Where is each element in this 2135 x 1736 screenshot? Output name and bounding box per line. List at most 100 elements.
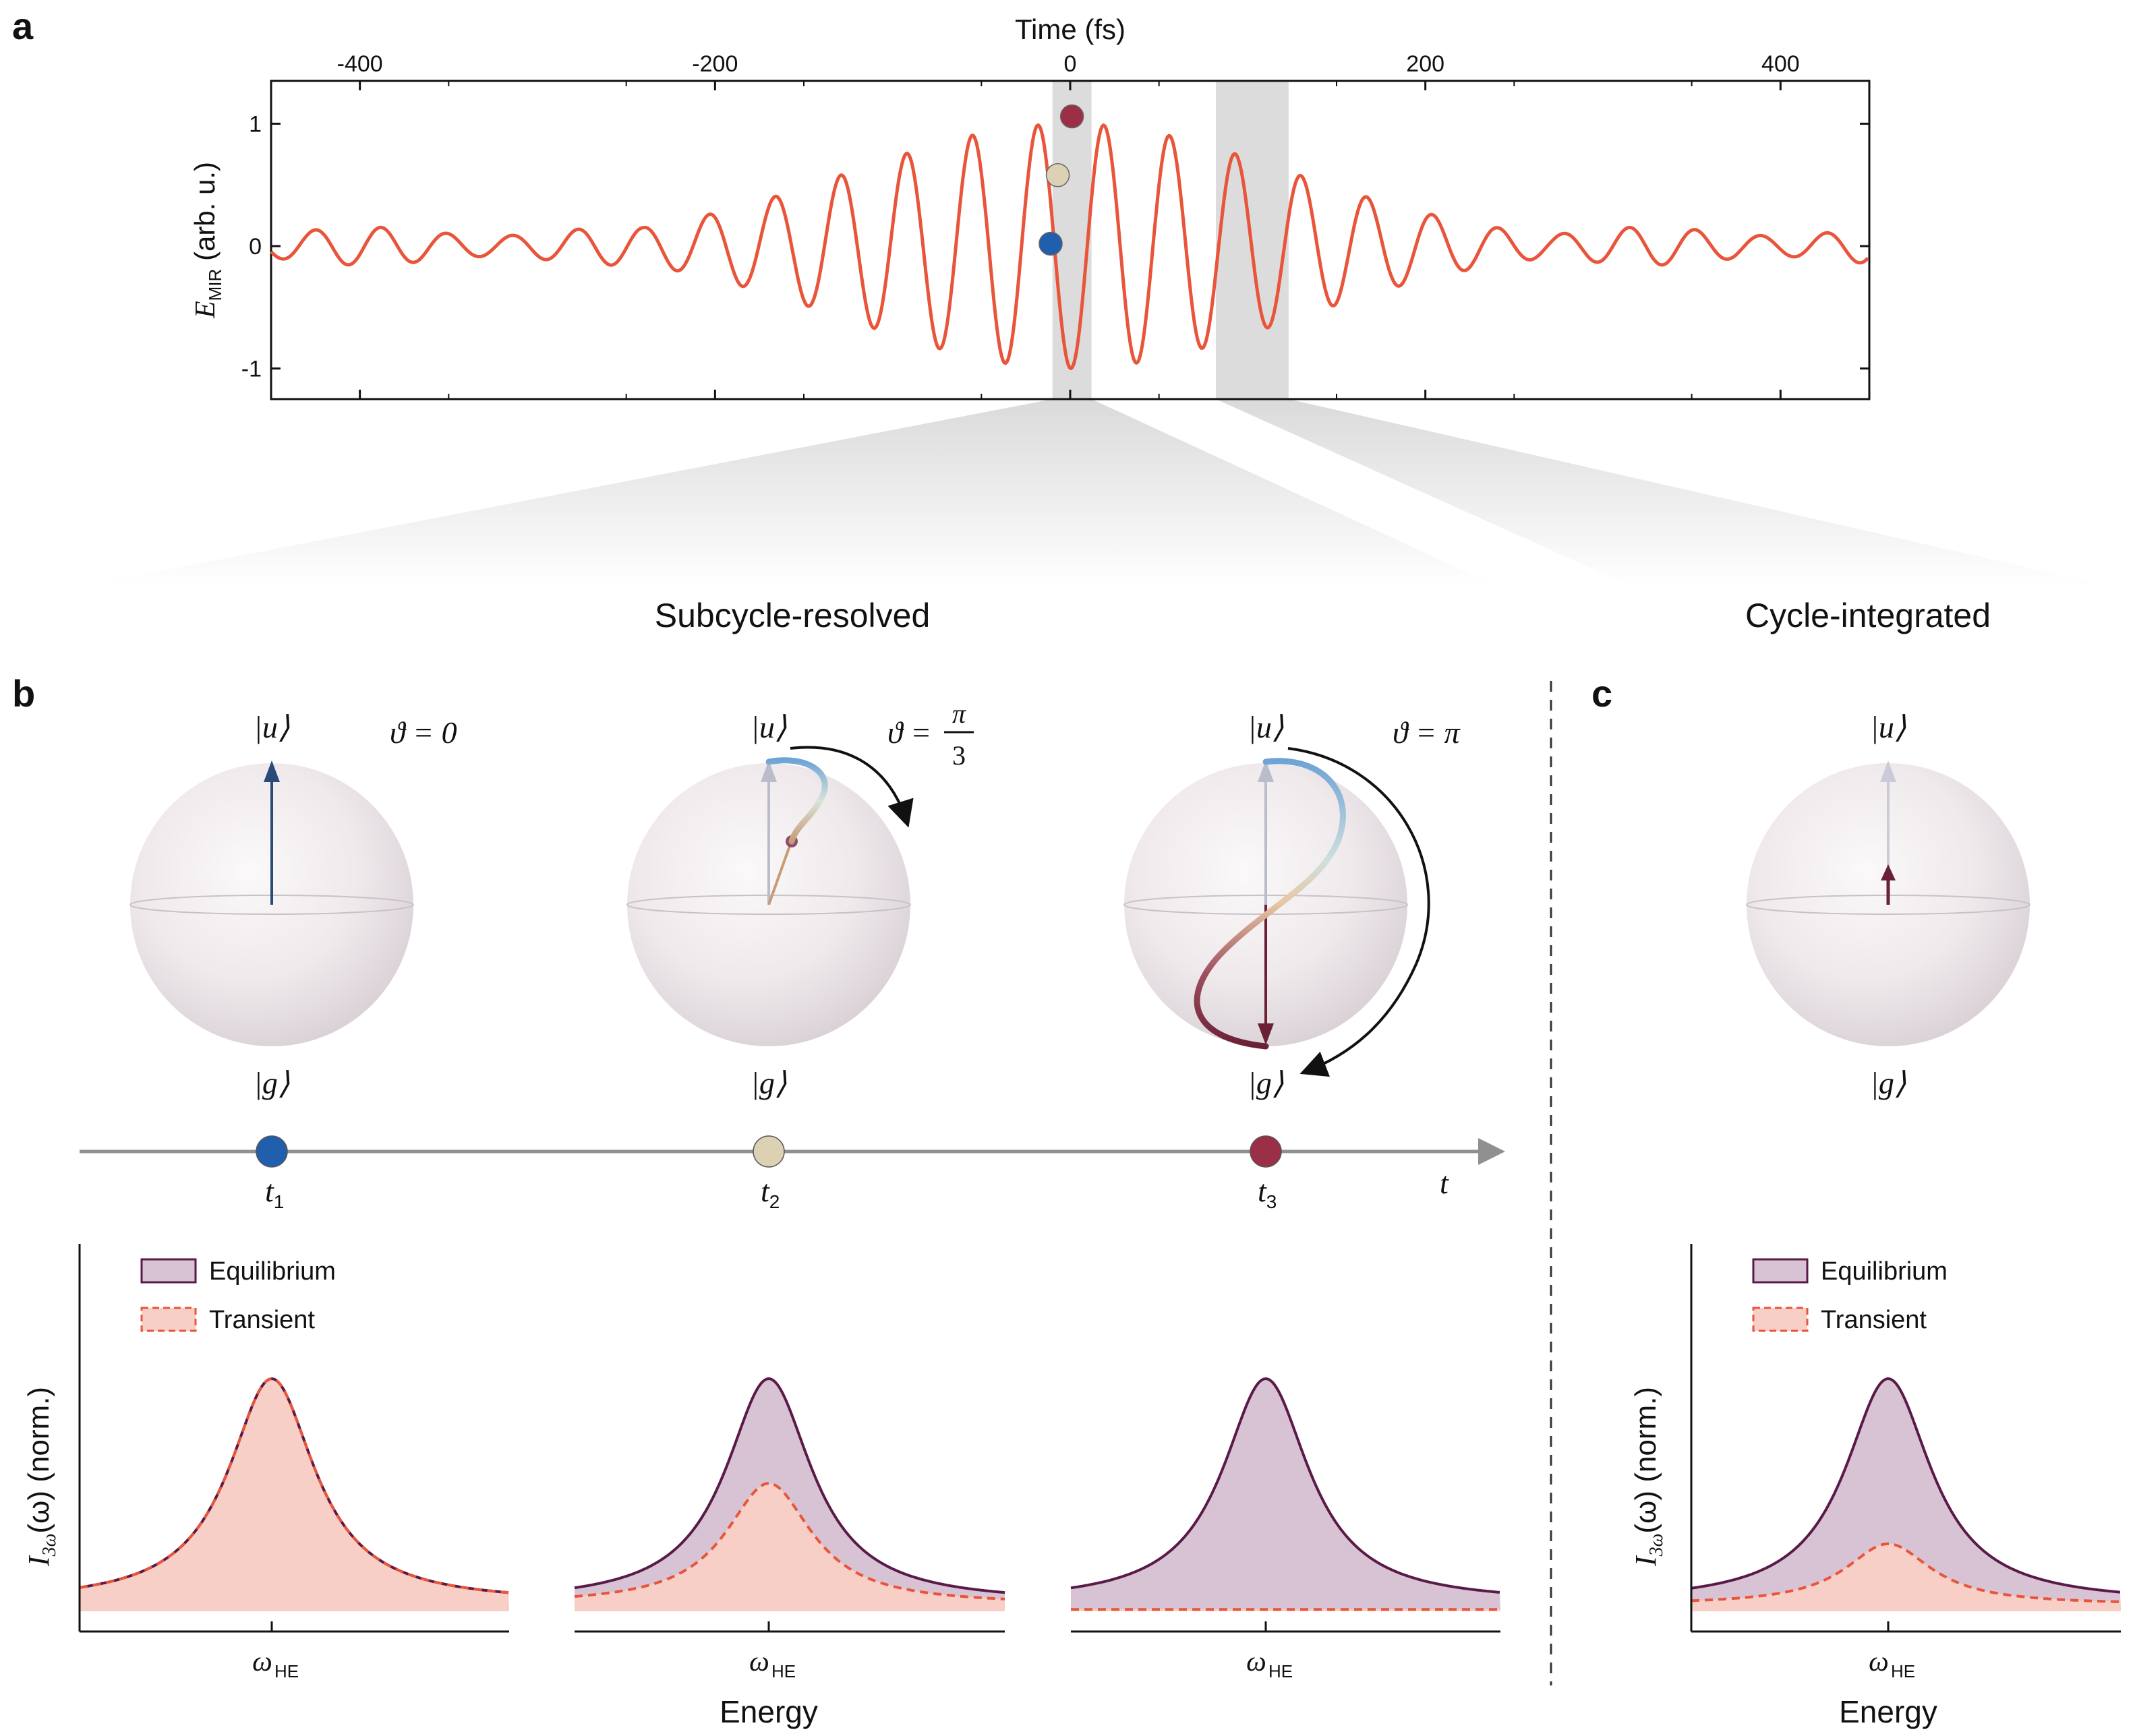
transient-fill <box>1691 1543 2121 1611</box>
t1-label: t <box>265 1174 274 1208</box>
transient-line <box>574 1482 1005 1600</box>
ytick-label: -1 <box>241 357 262 382</box>
energy-label-b: Energy <box>720 1694 818 1729</box>
transient-line <box>79 1377 509 1594</box>
ylabel-b-sub: 3ω <box>39 1534 60 1557</box>
t1-sub: 1 <box>274 1191 285 1212</box>
equilibrium-line <box>1691 1377 2121 1594</box>
rotation-arrow-3 <box>1287 747 1430 1077</box>
energy-label-c: Energy <box>1839 1694 1937 1729</box>
angle-2-prefix: ϑ = <box>887 715 931 750</box>
ylabel-b-I: I <box>22 1555 55 1567</box>
spectrum-b-t3: ω HE <box>1070 1377 1500 1681</box>
ket-u-label: |u⟩ <box>1248 710 1284 744</box>
ket-g-label: |g⟩ <box>254 1066 290 1100</box>
header-cycle: Cycle-integrated <box>1745 597 1991 634</box>
transient-fill <box>80 1379 509 1611</box>
ylabel-b-rest: (ω) (norm.) <box>22 1387 55 1534</box>
spectrum-ylabel-c: I3ω(ω) (norm.) <box>1629 1387 1667 1567</box>
field-axis-label-rest: (arb. u.) <box>189 162 221 269</box>
equilibrium-fill <box>575 1379 1005 1611</box>
marker-t3 <box>1059 104 1084 129</box>
timeline-dot-t2 <box>753 1135 785 1168</box>
rotation-arrow-2 <box>790 746 914 828</box>
spectrum-c: ω HE <box>1690 1244 2121 1681</box>
transient-line <box>1691 1542 2120 1603</box>
ket-g-label: |g⟩ <box>1248 1066 1284 1100</box>
t2-sub: 2 <box>769 1191 780 1212</box>
panel-a-chart: -400 -200 0 200 400 1 0 -1 Time (fs) EMIR (arb.… <box>80 13 2111 587</box>
ylabel-c-I: I <box>1629 1555 1662 1567</box>
legend-c: Equilibrium Transient <box>1752 1257 1948 1334</box>
field-axis-label-sub: MIR <box>205 269 225 301</box>
xtick-label: 400 <box>1761 51 1800 77</box>
xtick-label: 200 <box>1406 51 1444 77</box>
xtick-label: -200 <box>692 51 738 77</box>
legend-b-equilibrium-swatch <box>140 1258 197 1284</box>
legend-c-equilibrium-swatch <box>1752 1258 1809 1284</box>
legend-c-transient: Transient <box>1821 1306 1927 1334</box>
omega-he-label: ω <box>252 1646 272 1677</box>
field-axis-label: EMIR (arb. u.) <box>189 162 225 319</box>
transient-fill <box>1071 1609 1500 1611</box>
angle-label-2: ϑ = π 3 <box>887 698 974 771</box>
omega-he-label: ω <box>749 1646 769 1677</box>
timeline-dot-t1 <box>256 1135 288 1168</box>
omega-he-sub: HE <box>274 1661 299 1681</box>
panel-label-a: a <box>12 5 34 47</box>
equilibrium-line <box>1070 1377 1500 1594</box>
equilibrium-fill <box>1691 1379 2121 1611</box>
marker-t2 <box>1045 163 1070 187</box>
angle-2-numerator: π <box>952 698 966 729</box>
timeline-label-t: t <box>1440 1166 1449 1200</box>
timeline-dot-t3 <box>1250 1135 1282 1168</box>
field-axis-label-main: E <box>190 301 221 319</box>
ket-u-label: |u⟩ <box>1870 710 1906 744</box>
time-axis-label: Time (fs) <box>1015 13 1125 45</box>
timeline-label-t1: t1 <box>265 1174 284 1212</box>
bloch-sphere-1-vector <box>264 760 280 905</box>
angle-label-1: ϑ = 0 <box>390 715 457 750</box>
timeline: t1 t2 t3 t <box>80 1135 1505 1212</box>
timeline-label-t3: t3 <box>1258 1174 1277 1212</box>
bloch-sphere-4-vectors <box>1880 760 1896 905</box>
ket-g-label: |g⟩ <box>751 1066 787 1100</box>
ytick-label: 1 <box>249 112 262 138</box>
spectrum-ylabel-b: I3ω(ω) (norm.) <box>22 1387 60 1567</box>
t3-label: t <box>1258 1174 1267 1208</box>
ylabel-c-rest: (ω) (norm.) <box>1629 1387 1662 1534</box>
transient-fill <box>575 1483 1005 1611</box>
legend-b: Equilibrium Transient <box>140 1257 336 1334</box>
omega-he-sub: HE <box>1268 1661 1293 1681</box>
timeline-label-t2: t2 <box>761 1174 780 1212</box>
omega-he-sub: HE <box>1891 1661 1915 1681</box>
legend-b-transient-swatch <box>140 1307 197 1332</box>
ket-g-label: |g⟩ <box>1870 1066 1906 1100</box>
legend-b-equilibrium: Equilibrium <box>209 1257 336 1286</box>
omega-he-label: ω <box>1246 1646 1266 1677</box>
xtick-label: 0 <box>1064 51 1077 77</box>
ylabel-c-sub: 3ω <box>1646 1534 1667 1557</box>
spectrum-b-t1: ω HE <box>78 1244 509 1681</box>
fan-cycle <box>1215 399 2111 587</box>
bloch-sphere-2-vectors <box>761 757 828 905</box>
panel-label-b: b <box>12 672 35 715</box>
legend-c-transient-swatch <box>1752 1307 1809 1332</box>
t2-label: t <box>761 1174 770 1208</box>
panel-label-c: c <box>1591 672 1612 715</box>
omega-he-sub: HE <box>771 1661 796 1681</box>
angle-label-3: ϑ = π <box>1393 715 1461 750</box>
angle-2-denominator: 3 <box>952 740 966 771</box>
spectrum-b-t2: ω HE <box>574 1377 1005 1681</box>
fan-subcycle <box>80 399 1498 587</box>
equilibrium-fill <box>1071 1379 1500 1611</box>
bloch-sphere-3-vectors <box>1194 758 1346 1050</box>
xtick-label: -400 <box>337 51 383 77</box>
ket-u-label: |u⟩ <box>254 710 290 744</box>
marker-t1 <box>1039 231 1063 256</box>
field-waveform <box>270 123 1869 371</box>
equilibrium-line <box>574 1377 1005 1594</box>
ket-u-label: |u⟩ <box>751 710 787 744</box>
header-subcycle: Subcycle-resolved <box>655 597 931 634</box>
